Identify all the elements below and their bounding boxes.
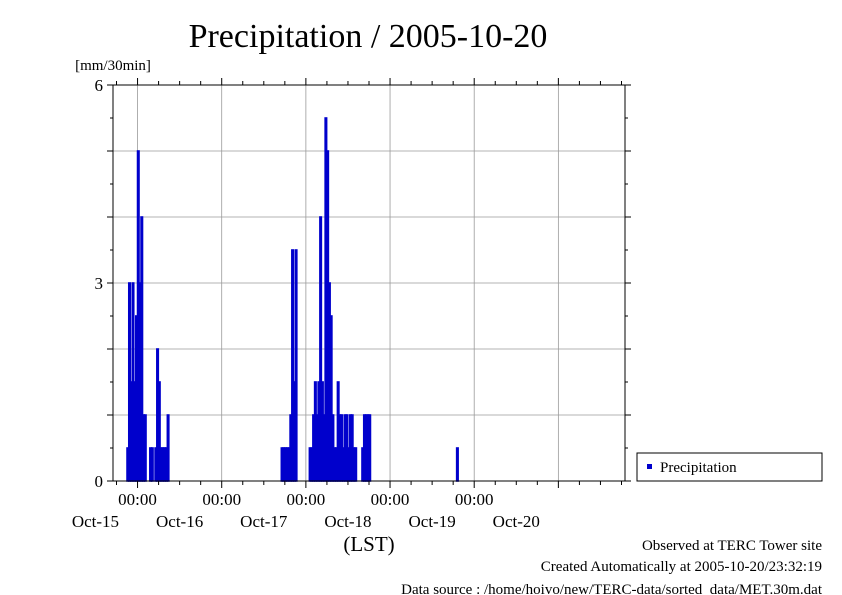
- footer-created: Created Automatically at 2005-10-20/23:3…: [541, 559, 822, 575]
- chart-title: Precipitation / 2005-10-20: [189, 18, 548, 55]
- footer-data-source: Data source : /home/hoivo/new/TERC-data/…: [401, 582, 823, 595]
- axis-ticks: [107, 78, 631, 488]
- y-tick-label: 6: [95, 76, 104, 95]
- precipitation-bar: [143, 414, 147, 482]
- y-tick-label: 0: [95, 472, 104, 491]
- y-tick-labels: 0 3 6: [95, 76, 104, 491]
- x-date-label: Oct-18: [324, 512, 371, 531]
- precipitation-bar: [166, 414, 170, 482]
- legend: Precipitation: [636, 452, 823, 482]
- legend-box: [636, 452, 823, 482]
- precipitation-bar: [455, 447, 459, 482]
- y-axis-unit-label: [mm/30min]: [75, 58, 151, 74]
- precipitation-bar: [294, 249, 298, 482]
- x-time-tick-labels: 00:00 00:00 00:00 00:00 00:00: [118, 490, 493, 509]
- x-date-label: Oct-15: [72, 512, 119, 531]
- x-date-label: Oct-20: [493, 512, 540, 531]
- footer-site: Observed at TERC Tower site: [642, 538, 822, 554]
- x-axis-label: (LST): [343, 532, 394, 556]
- x-date-label: Oct-17: [240, 512, 288, 531]
- x-time-label: 00:00: [371, 490, 410, 509]
- bar-series-precipitation: [126, 117, 459, 482]
- precipitation-bar: [150, 447, 154, 482]
- y-tick-label: 3: [95, 274, 104, 293]
- x-time-label: 00:00: [202, 490, 241, 509]
- precipitation-bar: [354, 447, 358, 482]
- x-time-label: 00:00: [455, 490, 494, 509]
- grid-lines: [113, 85, 625, 482]
- x-time-label: 00:00: [287, 490, 326, 509]
- x-date-label: Oct-19: [409, 512, 456, 531]
- legend-label: Precipitation: [660, 460, 737, 476]
- x-date-label: Oct-16: [156, 512, 203, 531]
- x-time-label: 00:00: [118, 490, 157, 509]
- x-date-tick-labels: Oct-15 Oct-16 Oct-17 Oct-18 Oct-19 Oct-20: [72, 512, 540, 531]
- precipitation-bar: [368, 414, 372, 482]
- legend-marker: [647, 464, 652, 469]
